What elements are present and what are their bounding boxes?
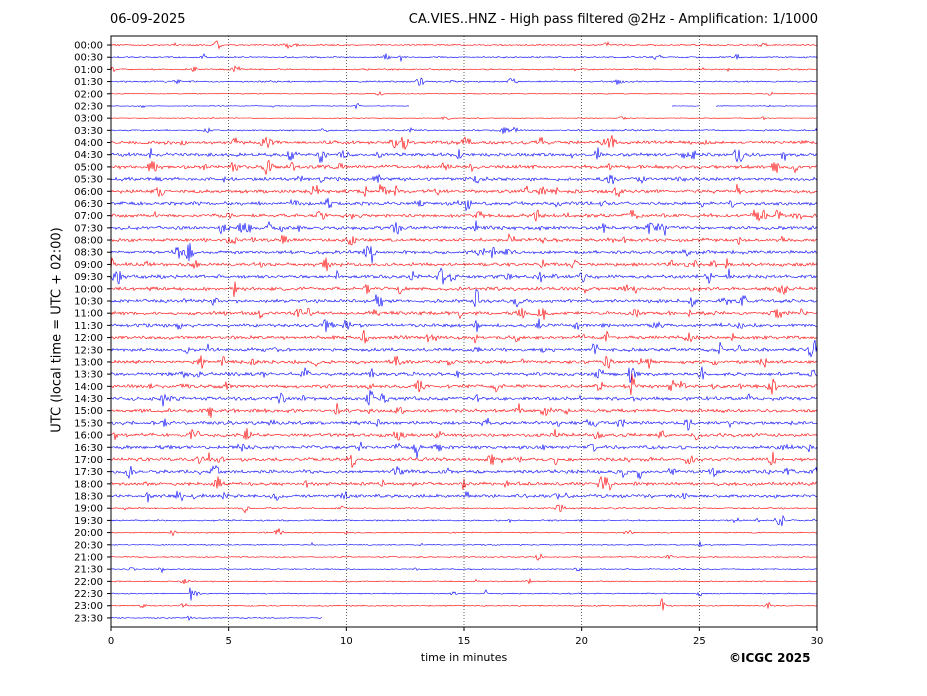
y-tick-label: 06:00 [74,187,103,198]
x-axis-ticks: 0 5 10 15 20 25 30 [108,627,824,647]
y-tick-label: 03:30 [74,126,103,137]
y-tick-label: 02:00 [74,89,103,100]
y-tick-label: 12:30 [74,345,103,356]
y-tick-label: 23:00 [74,601,103,612]
trace-1430 [110,389,818,407]
trace-0000 [110,40,818,50]
y-tick-label: 13:30 [74,370,103,381]
trace-0430 [110,147,818,163]
trace-0330 [110,126,818,134]
x-tick-label: 5 [225,636,231,647]
y-tick-label: 10:30 [74,296,103,307]
y-tick-label: 20:30 [74,540,103,551]
y-tick-label: 02:30 [74,101,103,112]
x-tick-label: 10 [340,636,353,647]
trace-2200 [110,577,818,585]
y-tick-label: 22:30 [74,589,103,600]
x-tick-label: 15 [458,636,471,647]
chart-date: 06-09-2025 [110,12,186,27]
copyright-credit: ©ICGC 2025 [729,651,811,665]
y-tick-label: 21:30 [74,565,103,576]
y-tick-label: 07:30 [74,223,103,234]
trace-1930 [110,514,817,527]
y-tick-label: 15:30 [74,418,103,429]
y-tick-label: 23:30 [74,613,103,624]
y-tick-label: 19:30 [74,516,103,527]
trace-1300 [110,355,818,370]
y-tick-label: 17:30 [74,467,103,478]
trace-0530 [110,173,818,185]
y-tick-label: 09:30 [74,272,103,283]
y-tick-label: 05:30 [74,175,103,186]
chart-title: CA.VIES..HNZ - High pass filtered @2Hz -… [408,12,818,27]
y-tick-label: 16:00 [74,431,103,442]
x-axis-label: time in minutes [420,651,508,664]
y-tick-label: 00:30 [74,53,103,64]
trace-1130 [110,318,818,333]
x-tick-label: 25 [693,636,706,647]
trace-1730 [110,465,818,480]
trace-2330 [110,615,323,621]
y-tick-label: 14:00 [74,382,103,393]
y-tick-label: 09:00 [74,260,103,271]
trace-1900 [110,504,818,514]
y-tick-label: 21:00 [74,552,103,563]
y-axis-label: UTC (local time = UTC + 02:00) [49,227,65,433]
grid-lines [228,36,700,627]
y-tick-label: 03:00 [74,114,103,125]
y-tick-label: 14:30 [74,394,103,405]
y-tick-label: 13:00 [74,357,103,368]
y-tick-label: 01:30 [74,77,103,88]
x-tick-label: 20 [575,636,588,647]
y-tick-label: 05:00 [74,162,103,173]
y-tick-label: 00:00 [74,41,103,52]
trace-0600 [110,183,818,198]
y-tick-label: 11:30 [74,321,103,332]
y-tick-label: 18:00 [74,479,103,490]
trace-0830 [110,242,818,264]
trace-1830 [110,490,818,503]
x-tick-label: 30 [811,636,824,647]
trace-1200 [110,330,818,344]
trace-0230 [110,103,818,110]
trace-2230 [110,587,818,601]
trace-2000 [110,528,818,537]
y-tick-label: 04:00 [74,138,103,149]
y-tick-label: 07:00 [74,211,103,222]
trace-2130 [110,567,818,574]
plot-frame [110,35,818,628]
trace-2030 [110,541,818,548]
y-tick-label: 16:30 [74,443,103,454]
trace-0300 [111,116,817,121]
y-tick-label: 12:00 [74,333,103,344]
y-tick-label: 08:00 [74,236,103,247]
y-tick-label: 01:00 [74,65,103,76]
y-tick-label: 18:30 [74,492,103,503]
y-tick-label: 08:30 [74,248,103,259]
trace-2100 [110,553,818,561]
y-tick-label: 22:00 [74,577,103,588]
y-tick-label: 04:30 [74,150,103,161]
y-tick-label: 15:00 [74,406,103,417]
y-tick-label: 17:00 [74,455,103,466]
trace-2300 [111,597,818,611]
trace-0800 [110,232,818,246]
x-tick-label: 0 [108,636,114,647]
y-tick-label: 19:00 [74,504,103,515]
trace-1330 [110,366,818,384]
y-tick-label: 10:00 [74,284,103,295]
trace-1530 [110,417,818,431]
y-tick-label: 06:30 [74,199,103,210]
trace-0630 [110,197,818,212]
y-tick-label: 20:00 [74,528,103,539]
y-tick-label: 11:00 [74,309,103,320]
